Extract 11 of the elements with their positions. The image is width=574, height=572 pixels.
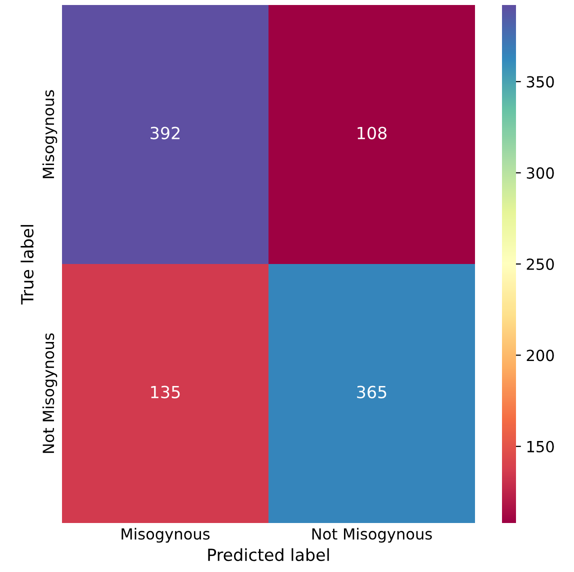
color-bar-label: 350 [526, 76, 554, 88]
color-bar-label: 250 [526, 258, 554, 270]
x-axis-title: Predicted label [208, 548, 329, 562]
data-label: 108 [358, 126, 387, 140]
data-label: 392 [150, 126, 180, 140]
color-bar-label: 200 [526, 350, 554, 362]
data-label: 135 [151, 386, 180, 398]
data-label: 365 [357, 386, 386, 398]
color-bar-label: 150 [527, 440, 554, 452]
color-bar-label: 300 [526, 167, 554, 179]
y-axis-title: True label [20, 225, 34, 305]
